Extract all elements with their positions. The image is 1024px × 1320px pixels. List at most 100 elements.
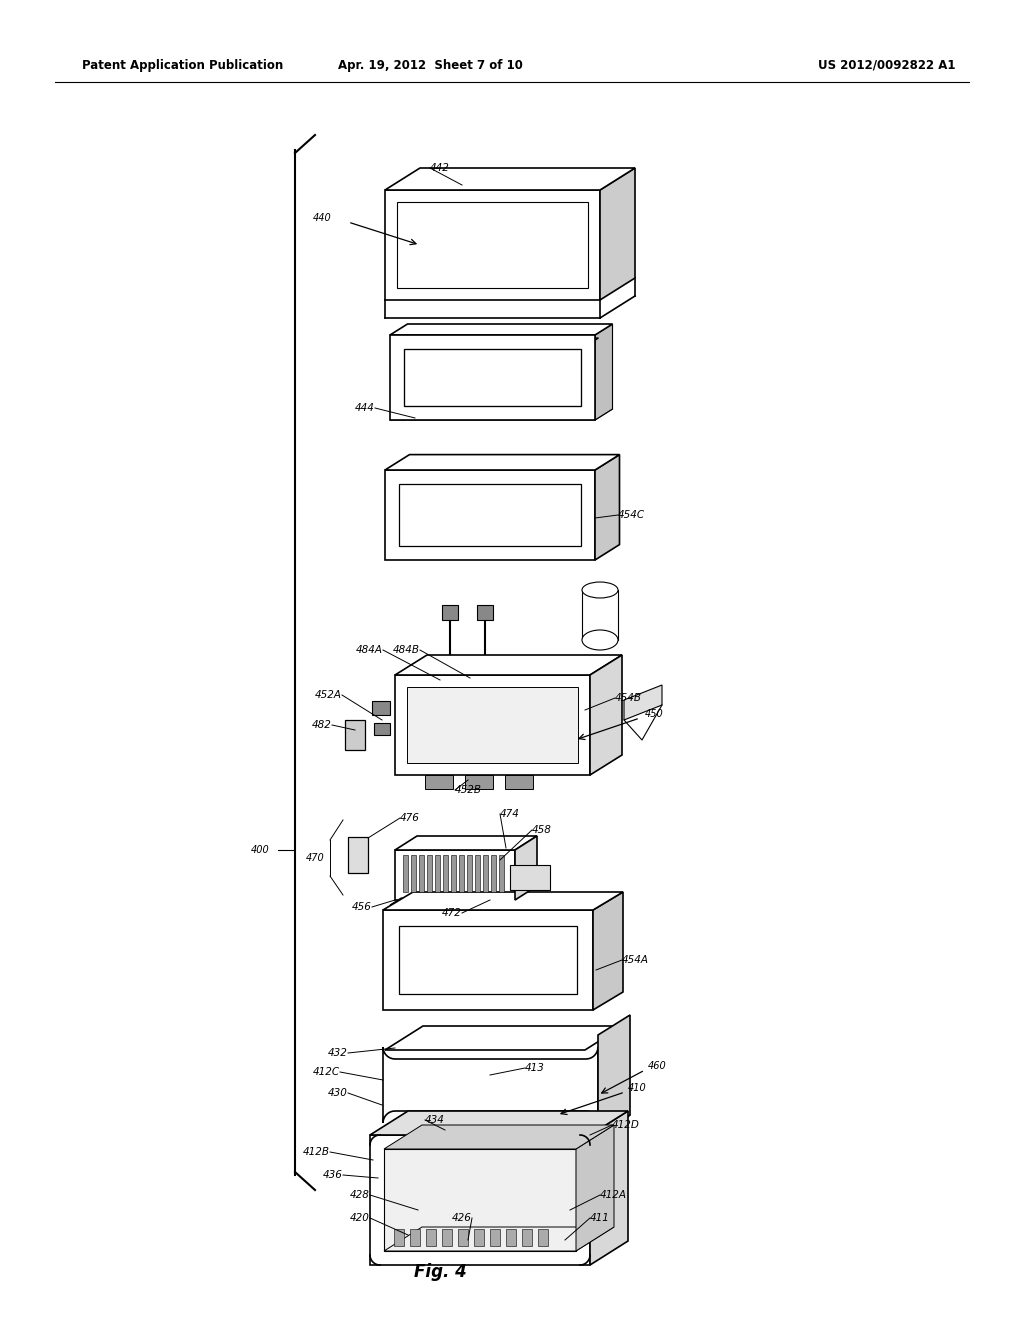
Polygon shape [395,655,622,675]
Polygon shape [590,655,622,775]
Text: 482: 482 [312,719,332,730]
Text: 426: 426 [453,1213,472,1224]
Text: 412A: 412A [600,1191,627,1200]
Text: 450: 450 [645,709,664,719]
Polygon shape [384,1125,614,1148]
Polygon shape [390,335,595,420]
Polygon shape [404,338,598,348]
Ellipse shape [582,630,618,649]
Text: 436: 436 [324,1170,343,1180]
Polygon shape [399,484,581,546]
Polygon shape [403,855,408,892]
Polygon shape [515,836,537,900]
Polygon shape [383,892,623,909]
Polygon shape [384,1228,614,1251]
Polygon shape [383,1115,630,1135]
Text: 452B: 452B [455,785,482,795]
Polygon shape [395,836,537,850]
Polygon shape [394,1229,404,1246]
Text: 420: 420 [350,1213,370,1224]
Polygon shape [435,855,440,892]
Polygon shape [425,775,453,789]
Polygon shape [395,675,590,775]
Text: 454C: 454C [618,510,645,520]
Polygon shape [593,892,623,1010]
Polygon shape [475,855,480,892]
Text: 442: 442 [430,162,450,173]
Polygon shape [385,1026,623,1049]
Polygon shape [499,855,504,892]
Text: 440: 440 [313,213,332,223]
Text: 413: 413 [525,1063,545,1073]
Polygon shape [506,1229,516,1246]
Polygon shape [372,701,390,715]
Text: 412D: 412D [612,1119,640,1130]
Polygon shape [442,605,458,620]
Polygon shape [395,850,515,900]
Text: 400: 400 [251,845,270,855]
Text: 454B: 454B [615,693,642,704]
Text: 428: 428 [350,1191,370,1200]
Polygon shape [410,1229,420,1246]
Polygon shape [419,855,424,892]
Polygon shape [426,1229,436,1246]
Polygon shape [385,190,600,300]
Text: Fig. 4: Fig. 4 [414,1263,466,1280]
Polygon shape [582,590,618,640]
Polygon shape [598,1015,630,1135]
Text: 460: 460 [648,1061,667,1071]
Polygon shape [404,348,581,407]
Polygon shape [595,323,612,420]
Text: 484A: 484A [356,645,383,655]
Polygon shape [474,1229,484,1246]
Polygon shape [500,900,542,911]
Polygon shape [595,454,620,560]
Polygon shape [390,409,612,420]
Text: 432: 432 [328,1048,348,1059]
Text: 472: 472 [442,908,462,917]
Text: 410: 410 [628,1082,647,1093]
Polygon shape [458,1229,468,1246]
Text: 434: 434 [425,1115,444,1125]
Text: 430: 430 [328,1088,348,1098]
Polygon shape [385,470,595,560]
Polygon shape [383,909,593,1010]
Polygon shape [522,1229,532,1246]
Polygon shape [505,775,534,789]
Polygon shape [467,855,472,892]
Polygon shape [385,168,635,190]
Polygon shape [374,723,390,735]
Text: US 2012/0092822 A1: US 2012/0092822 A1 [817,58,955,71]
Polygon shape [490,855,496,892]
Text: 476: 476 [400,813,420,822]
Polygon shape [407,686,578,763]
Polygon shape [600,168,635,300]
Ellipse shape [582,582,618,598]
Polygon shape [390,323,612,335]
Text: 452A: 452A [315,690,342,700]
Polygon shape [465,775,493,789]
Polygon shape [590,1111,628,1265]
Text: 474: 474 [500,809,520,818]
Polygon shape [575,1125,614,1251]
Text: 411: 411 [590,1213,610,1224]
Polygon shape [383,1047,598,1123]
Polygon shape [490,1229,500,1246]
Polygon shape [411,855,416,892]
Text: 444: 444 [355,403,375,413]
Polygon shape [442,1229,452,1246]
Polygon shape [370,1111,628,1135]
Polygon shape [397,202,588,288]
Polygon shape [477,605,493,620]
Polygon shape [538,1229,548,1246]
Polygon shape [459,855,464,892]
Polygon shape [443,855,449,892]
Polygon shape [370,1135,590,1265]
Text: 470: 470 [306,853,325,863]
Polygon shape [483,855,488,892]
Polygon shape [624,685,662,719]
Polygon shape [345,719,365,750]
Text: Apr. 19, 2012  Sheet 7 of 10: Apr. 19, 2012 Sheet 7 of 10 [338,58,522,71]
Polygon shape [427,855,432,892]
Text: 484B: 484B [393,645,420,655]
